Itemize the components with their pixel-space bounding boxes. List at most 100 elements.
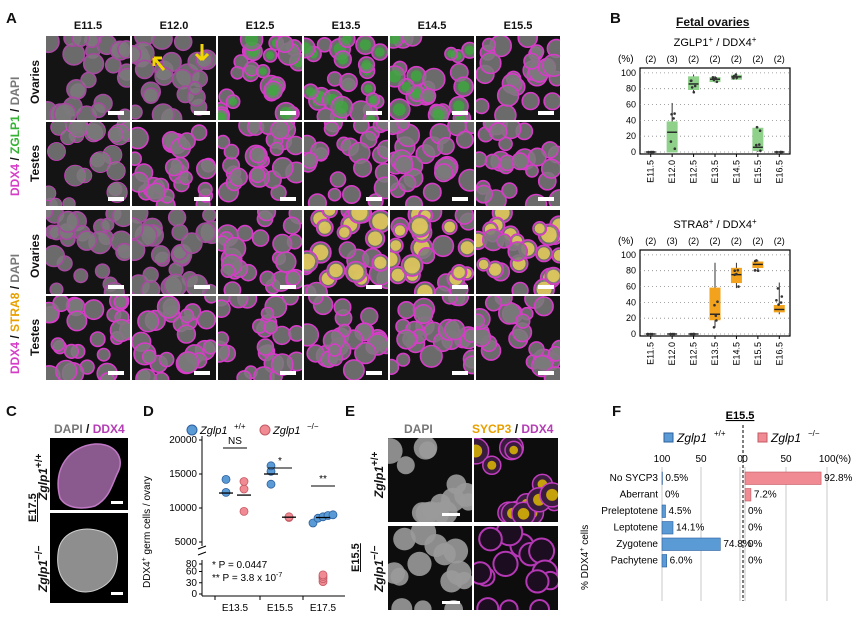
bar-label-ko: 92.8%	[824, 473, 852, 484]
category-label: Zygotene	[616, 539, 658, 550]
cell	[396, 352, 411, 367]
panel-f-stage: E15.5	[726, 410, 755, 422]
bar-label-wt: 0.5%	[665, 473, 688, 484]
micrograph-tile	[218, 296, 302, 380]
cell	[511, 281, 529, 294]
cell	[197, 181, 213, 198]
micrograph-tile	[304, 296, 388, 380]
cell	[46, 36, 60, 54]
cell	[338, 241, 357, 259]
significance-label: **	[319, 474, 327, 485]
y-tick-label: 60	[626, 100, 636, 110]
cell	[523, 52, 541, 70]
cell	[96, 347, 111, 362]
column-header-E13.5: E13.5	[331, 20, 361, 32]
data-point	[239, 477, 249, 486]
legend-marker-ko	[757, 432, 768, 443]
panel-b-label: B	[610, 10, 621, 27]
panel-c-label: C	[6, 403, 17, 420]
micrograph-image	[46, 296, 130, 380]
scale-bar	[280, 371, 296, 375]
cell	[542, 53, 560, 77]
cell	[85, 122, 106, 141]
cell	[420, 87, 437, 104]
y-axis-label: DDX4+ germ cells / ovary	[141, 476, 153, 588]
box-chart-1: STRA8+ / DDX4+ (%) 0 20 40 60 80 100 (2) E11.5 (3)…	[618, 217, 791, 366]
cell	[402, 36, 423, 47]
sycp3-signal	[546, 488, 559, 501]
cell	[507, 241, 529, 262]
cell	[494, 104, 517, 120]
n-label: (2)	[752, 236, 763, 246]
legend-label-ko: Zglp1	[770, 431, 801, 445]
cell	[327, 187, 342, 202]
box	[752, 127, 764, 151]
cell	[115, 242, 130, 261]
category-label: Aberrant	[620, 490, 659, 501]
stra8-signal	[537, 247, 550, 260]
cell	[73, 268, 89, 284]
cell	[521, 91, 540, 111]
cell	[178, 132, 196, 151]
stra8-signal	[453, 266, 465, 278]
cell	[156, 296, 181, 319]
cell	[431, 234, 455, 258]
stra8-signal	[411, 218, 428, 235]
arrow-icon	[194, 44, 210, 62]
zglp1-signal	[218, 112, 226, 120]
cell	[112, 210, 130, 228]
x-tick-label: E14.5	[731, 160, 741, 184]
zglp1-signal	[410, 70, 422, 82]
y-tick-label: 0	[631, 329, 636, 339]
cell	[517, 36, 538, 48]
zglp1-signal	[465, 45, 474, 55]
cell	[62, 197, 76, 206]
y-tick-label: 0	[631, 147, 636, 157]
cell	[342, 359, 365, 380]
data-point	[692, 90, 696, 94]
zglp1-signal	[304, 42, 311, 54]
cell	[454, 210, 474, 225]
micrograph-tile	[390, 296, 474, 380]
x-tick-label: E11.5	[646, 342, 656, 365]
cell	[413, 304, 434, 324]
cell	[132, 126, 149, 150]
cell	[422, 182, 442, 202]
data-point	[716, 300, 719, 304]
data-point	[690, 86, 694, 89]
stra8-signal	[460, 241, 474, 255]
zglp1-signal	[390, 36, 400, 45]
cell	[223, 143, 240, 160]
data-point	[649, 332, 652, 336]
cell	[56, 210, 79, 233]
data-point	[755, 259, 758, 262]
panel-e-geno-ko: Zglp1−/−	[370, 545, 386, 592]
x-tick-label: E12.5	[689, 342, 699, 366]
scale-bar	[280, 197, 296, 201]
cell	[187, 80, 203, 96]
cell	[132, 217, 144, 240]
cell	[476, 98, 490, 115]
y-unit-label: (%)	[618, 236, 634, 247]
cell	[220, 263, 236, 278]
cell	[257, 210, 277, 222]
zglp1-signal	[453, 100, 465, 112]
cell	[269, 141, 284, 157]
zglp1-signal	[266, 51, 275, 60]
column-header-E14.5: E14.5	[417, 20, 447, 32]
cell	[260, 306, 275, 321]
bar-label-ko: 0%	[748, 556, 763, 567]
axis-tick-label: 100	[654, 454, 671, 465]
category-label: Leptotene	[614, 523, 659, 534]
data-point	[737, 285, 740, 288]
data-point	[715, 319, 718, 322]
y-tick-label: 30	[186, 578, 198, 589]
micrograph-image	[390, 210, 474, 294]
cell	[151, 103, 175, 120]
column-header-E12.0: E12.0	[159, 20, 189, 32]
scale-bar	[111, 592, 123, 595]
micrograph-image	[46, 122, 130, 206]
sycp3-signal	[487, 460, 497, 470]
zglp1-signal	[245, 36, 259, 46]
data-point	[646, 332, 650, 336]
